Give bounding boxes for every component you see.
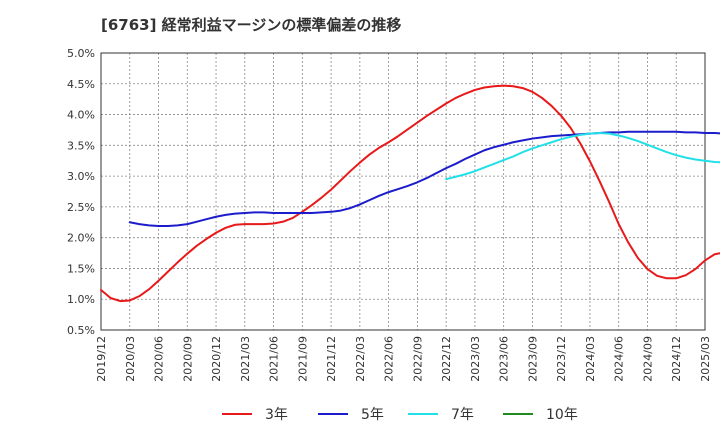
y-tick-label: 4.0% xyxy=(67,109,95,122)
x-tick-label: 2021/03 xyxy=(239,336,252,382)
legend-label: 5年 xyxy=(361,407,384,423)
legend-label: 10年 xyxy=(546,407,578,423)
y-axis-ticks: 0.5% 1.0% 1.5% 2.0% 2.5% 3.0% 3.5% 4.0% 4.5% 5.0% xyxy=(67,47,95,337)
x-tick-label: 2020/06 xyxy=(153,336,166,382)
legend-label: 7年 xyxy=(451,407,474,423)
x-tick-label: 2019/12 xyxy=(95,336,108,382)
x-tick-label: 2022/06 xyxy=(383,336,396,382)
x-tick-label: 2020/09 xyxy=(181,336,194,382)
y-tick-label: 2.5% xyxy=(67,201,95,214)
y-tick-label: 3.5% xyxy=(67,139,95,152)
y-tick-label: 5.0% xyxy=(67,47,95,60)
x-axis-ticks: 2019/12 2020/03 2020/06 2020/09 2020/12 2021/… xyxy=(95,336,712,382)
legend: 3年 5年 7年 10年 xyxy=(222,407,578,423)
chart-title: [6763] 経常利益マージンの標準偏差の推移 xyxy=(101,16,401,34)
x-tick-label: 2022/09 xyxy=(411,336,424,382)
series-line xyxy=(100,84,720,303)
x-tick-label: 2021/09 xyxy=(296,336,309,382)
x-tick-label: 2023/03 xyxy=(469,336,482,382)
series-line xyxy=(128,130,720,227)
x-tick-label: 2020/03 xyxy=(124,336,137,382)
plot-border xyxy=(100,52,706,331)
series-lines xyxy=(100,84,720,303)
x-tick-label: 2025/03 xyxy=(699,336,712,382)
x-tick-label: 2021/06 xyxy=(268,336,281,382)
x-tick-label: 2020/12 xyxy=(210,336,223,382)
x-tick-label: 2024/09 xyxy=(641,336,654,382)
x-tick-label: 2022/03 xyxy=(354,336,367,382)
x-tick-label: 2022/12 xyxy=(440,336,453,382)
y-tick-label: 2.0% xyxy=(67,232,95,245)
y-tick-label: 3.0% xyxy=(67,170,95,183)
legend-label: 3年 xyxy=(265,407,288,423)
plot-area xyxy=(100,52,720,331)
series-line xyxy=(445,132,720,181)
x-tick-label: 2021/12 xyxy=(325,336,338,382)
y-tick-label: 1.0% xyxy=(67,293,95,306)
y-tick-label: 0.5% xyxy=(67,324,95,337)
x-tick-label: 2024/03 xyxy=(584,336,597,382)
x-tick-label: 2023/12 xyxy=(555,336,568,382)
y-tick-label: 4.5% xyxy=(67,78,95,91)
x-tick-label: 2024/06 xyxy=(613,336,626,382)
plot-background xyxy=(101,53,705,330)
x-tick-label: 2024/12 xyxy=(670,336,683,382)
grid xyxy=(101,53,705,330)
x-tick-label: 2023/09 xyxy=(526,336,539,382)
x-tick-label: 2023/06 xyxy=(498,336,511,382)
y-tick-label: 1.5% xyxy=(67,262,95,275)
